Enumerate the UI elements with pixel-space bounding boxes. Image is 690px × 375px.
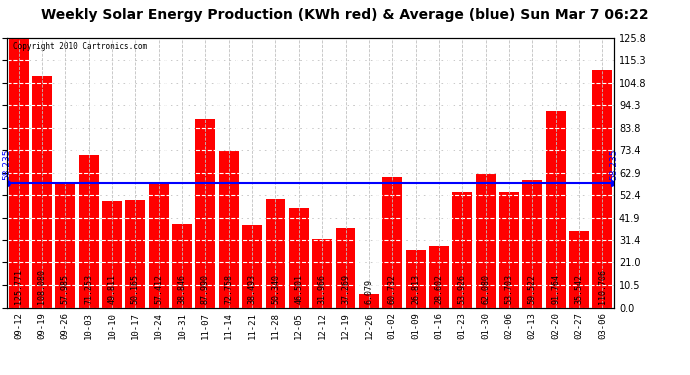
- Bar: [429, 246, 449, 308]
- Bar: [242, 225, 262, 308]
- Bar: [9, 38, 28, 308]
- Bar: [195, 118, 215, 308]
- Bar: [32, 75, 52, 308]
- Text: Weekly Solar Energy Production (KWh red) & Average (blue) Sun Mar 7 06:22: Weekly Solar Energy Production (KWh red)…: [41, 8, 649, 21]
- Text: 37.269: 37.269: [341, 274, 350, 304]
- Text: 46.501: 46.501: [295, 274, 304, 304]
- Bar: [126, 200, 146, 308]
- Bar: [149, 184, 168, 308]
- Text: 50.340: 50.340: [271, 274, 280, 304]
- Bar: [289, 208, 308, 308]
- Text: 49.811: 49.811: [108, 274, 117, 304]
- Bar: [55, 183, 75, 308]
- Bar: [102, 201, 122, 308]
- Text: 53.926: 53.926: [457, 274, 467, 304]
- Bar: [382, 177, 402, 308]
- Text: 125.771: 125.771: [14, 269, 23, 304]
- Text: 59.522: 59.522: [528, 274, 537, 304]
- Text: 26.813: 26.813: [411, 274, 420, 304]
- Bar: [499, 192, 519, 308]
- Text: 62.080: 62.080: [481, 274, 490, 304]
- Text: 57.985: 57.985: [61, 274, 70, 304]
- Bar: [172, 224, 192, 308]
- Text: 60.732: 60.732: [388, 274, 397, 304]
- Text: 58.235: 58.235: [609, 149, 619, 180]
- Text: 38.493: 38.493: [248, 274, 257, 304]
- Bar: [475, 174, 495, 308]
- Bar: [546, 111, 566, 308]
- Text: 53.703: 53.703: [504, 274, 513, 304]
- Text: 28.602: 28.602: [435, 274, 444, 304]
- Text: 6.079: 6.079: [364, 279, 373, 304]
- Bar: [79, 154, 99, 308]
- Text: 31.966: 31.966: [317, 274, 326, 304]
- Bar: [359, 294, 379, 307]
- Text: 72.758: 72.758: [224, 274, 233, 304]
- Bar: [219, 152, 239, 308]
- Bar: [453, 192, 472, 308]
- Bar: [569, 231, 589, 308]
- Text: 50.165: 50.165: [131, 274, 140, 304]
- Text: 87.990: 87.990: [201, 274, 210, 304]
- Bar: [313, 239, 332, 308]
- Bar: [335, 228, 355, 308]
- Bar: [406, 250, 426, 307]
- Text: 58.235: 58.235: [2, 149, 12, 180]
- Bar: [593, 70, 612, 308]
- Text: 110.706: 110.706: [598, 269, 607, 304]
- Text: 71.253: 71.253: [84, 274, 93, 304]
- Bar: [522, 180, 542, 308]
- Text: 108.080: 108.080: [37, 269, 46, 304]
- Text: 57.412: 57.412: [154, 274, 164, 304]
- Bar: [266, 200, 286, 308]
- Text: 35.542: 35.542: [575, 274, 584, 304]
- Text: Copyright 2010 Cartronics.com: Copyright 2010 Cartronics.com: [13, 42, 147, 51]
- Text: 91.764: 91.764: [551, 274, 560, 304]
- Text: 38.846: 38.846: [177, 274, 186, 304]
